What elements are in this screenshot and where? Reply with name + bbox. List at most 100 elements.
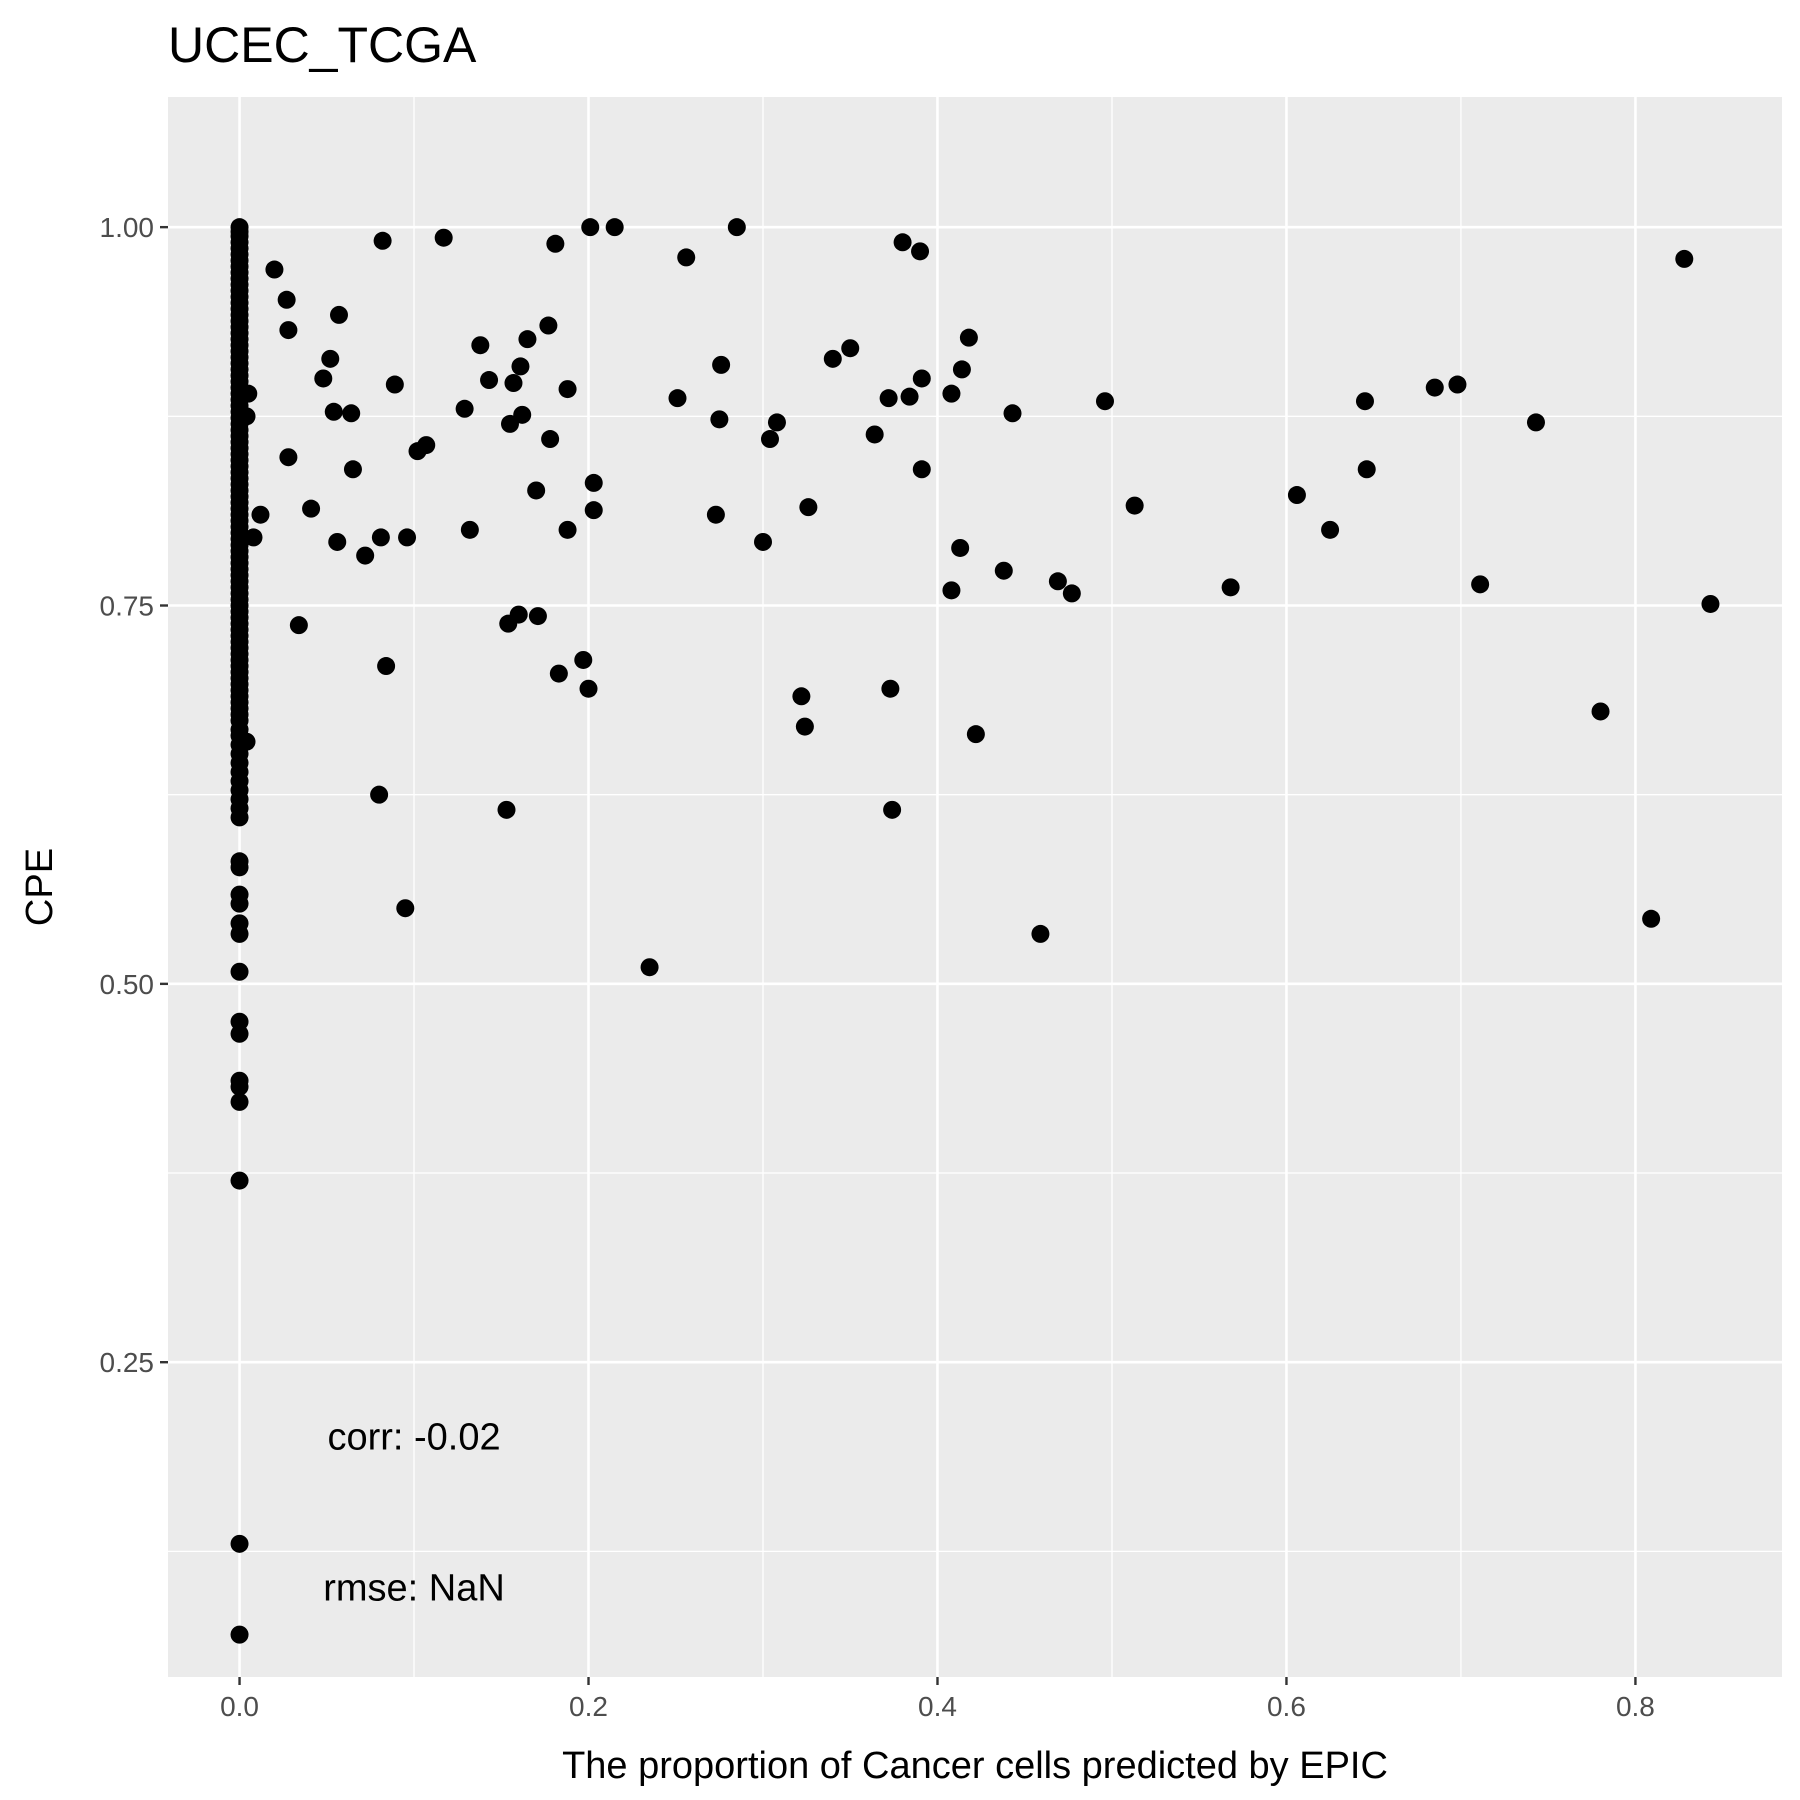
data-point bbox=[504, 374, 523, 393]
data-point bbox=[823, 349, 842, 368]
y-axis-title: CPE bbox=[19, 848, 61, 926]
data-point bbox=[434, 228, 453, 247]
x-tick-label: 0.0 bbox=[220, 1691, 259, 1722]
data-point bbox=[912, 369, 931, 388]
data-point bbox=[329, 305, 348, 324]
data-point bbox=[900, 387, 919, 406]
data-point bbox=[792, 687, 811, 706]
data-point bbox=[574, 650, 593, 669]
data-point bbox=[377, 657, 396, 676]
annotation-label: corr: -0.02 bbox=[327, 1416, 500, 1458]
data-point bbox=[546, 234, 565, 253]
data-point bbox=[527, 481, 546, 500]
data-point bbox=[513, 405, 532, 424]
data-point bbox=[370, 785, 389, 804]
data-point bbox=[1125, 496, 1144, 515]
data-point bbox=[1357, 460, 1376, 479]
data-point bbox=[865, 425, 884, 444]
data-point bbox=[230, 1077, 249, 1096]
data-point bbox=[584, 501, 603, 520]
data-point bbox=[471, 336, 490, 355]
data-point bbox=[230, 924, 249, 943]
annotations: corr: -0.02 rmse: NaN bbox=[323, 1416, 505, 1609]
data-point bbox=[677, 248, 696, 267]
data-point bbox=[1095, 392, 1114, 411]
x-tick-label: 0.8 bbox=[1616, 1691, 1655, 1722]
data-point bbox=[455, 399, 474, 418]
data-point bbox=[881, 679, 900, 698]
minor-gridlines bbox=[168, 97, 1782, 1677]
y-tick-label: 0.25 bbox=[100, 1347, 155, 1378]
data-point bbox=[371, 528, 390, 547]
data-point bbox=[230, 1534, 249, 1553]
data-point bbox=[579, 679, 598, 698]
data-point bbox=[385, 375, 404, 394]
data-point bbox=[558, 520, 577, 539]
data-point bbox=[883, 800, 902, 819]
data-point bbox=[265, 260, 284, 279]
data-point bbox=[1287, 486, 1306, 505]
data-point bbox=[528, 607, 547, 626]
data-point bbox=[396, 899, 415, 918]
data-point bbox=[460, 520, 479, 539]
data-point bbox=[1221, 578, 1240, 597]
y-axis: 0.25 0.50 0.75 1.00 bbox=[100, 212, 168, 1378]
data-point bbox=[1321, 520, 1340, 539]
y-tick-label: 1.00 bbox=[100, 212, 155, 243]
data-point bbox=[230, 1092, 249, 1111]
data-point bbox=[760, 430, 779, 449]
data-point bbox=[841, 339, 860, 358]
data-point bbox=[942, 384, 961, 403]
data-point bbox=[314, 369, 333, 388]
data-point bbox=[279, 448, 298, 467]
data-point bbox=[952, 360, 971, 379]
data-point bbox=[712, 355, 731, 374]
data-point bbox=[640, 958, 659, 977]
data-point bbox=[328, 532, 347, 551]
x-axis-title: The proportion of Cancer cells predicted… bbox=[562, 1745, 1388, 1787]
data-point bbox=[1471, 575, 1490, 594]
data-point bbox=[994, 561, 1013, 580]
data-point bbox=[509, 605, 528, 624]
data-point bbox=[879, 389, 898, 408]
data-point bbox=[230, 894, 249, 913]
data-point bbox=[753, 532, 772, 551]
data-point bbox=[605, 218, 624, 237]
data-point bbox=[1031, 924, 1050, 943]
data-point bbox=[893, 233, 912, 252]
chart-title: UCEC_TCGA bbox=[168, 17, 477, 73]
data-point bbox=[289, 616, 308, 635]
data-point bbox=[1003, 404, 1022, 423]
data-point bbox=[230, 808, 249, 827]
x-tick-label: 0.6 bbox=[1267, 1691, 1306, 1722]
data-point bbox=[549, 664, 568, 683]
x-tick-label: 0.2 bbox=[569, 1691, 608, 1722]
data-point bbox=[417, 436, 436, 455]
x-tick-label: 0.4 bbox=[918, 1691, 957, 1722]
data-point bbox=[710, 410, 729, 429]
y-tick-label: 0.75 bbox=[100, 591, 155, 622]
data-point bbox=[1675, 249, 1694, 268]
data-point bbox=[497, 800, 516, 819]
data-point bbox=[1591, 702, 1610, 721]
data-point bbox=[1642, 909, 1661, 928]
data-point bbox=[584, 473, 603, 492]
data-point bbox=[302, 499, 321, 518]
data-point bbox=[1355, 392, 1374, 411]
data-point bbox=[230, 962, 249, 981]
data-point bbox=[251, 505, 270, 524]
data-point bbox=[767, 413, 786, 432]
data-point bbox=[373, 231, 392, 250]
data-point bbox=[237, 407, 256, 426]
data-point bbox=[706, 505, 725, 524]
data-point bbox=[518, 330, 537, 349]
data-point bbox=[230, 858, 249, 877]
data-point bbox=[959, 328, 978, 347]
x-axis: 0.0 0.2 0.4 0.6 0.8 bbox=[220, 1677, 1655, 1722]
data-point bbox=[321, 349, 340, 368]
data-point bbox=[244, 528, 263, 547]
data-point bbox=[237, 732, 256, 751]
annotation-label: rmse: NaN bbox=[323, 1568, 505, 1610]
data-points bbox=[230, 218, 1720, 1644]
